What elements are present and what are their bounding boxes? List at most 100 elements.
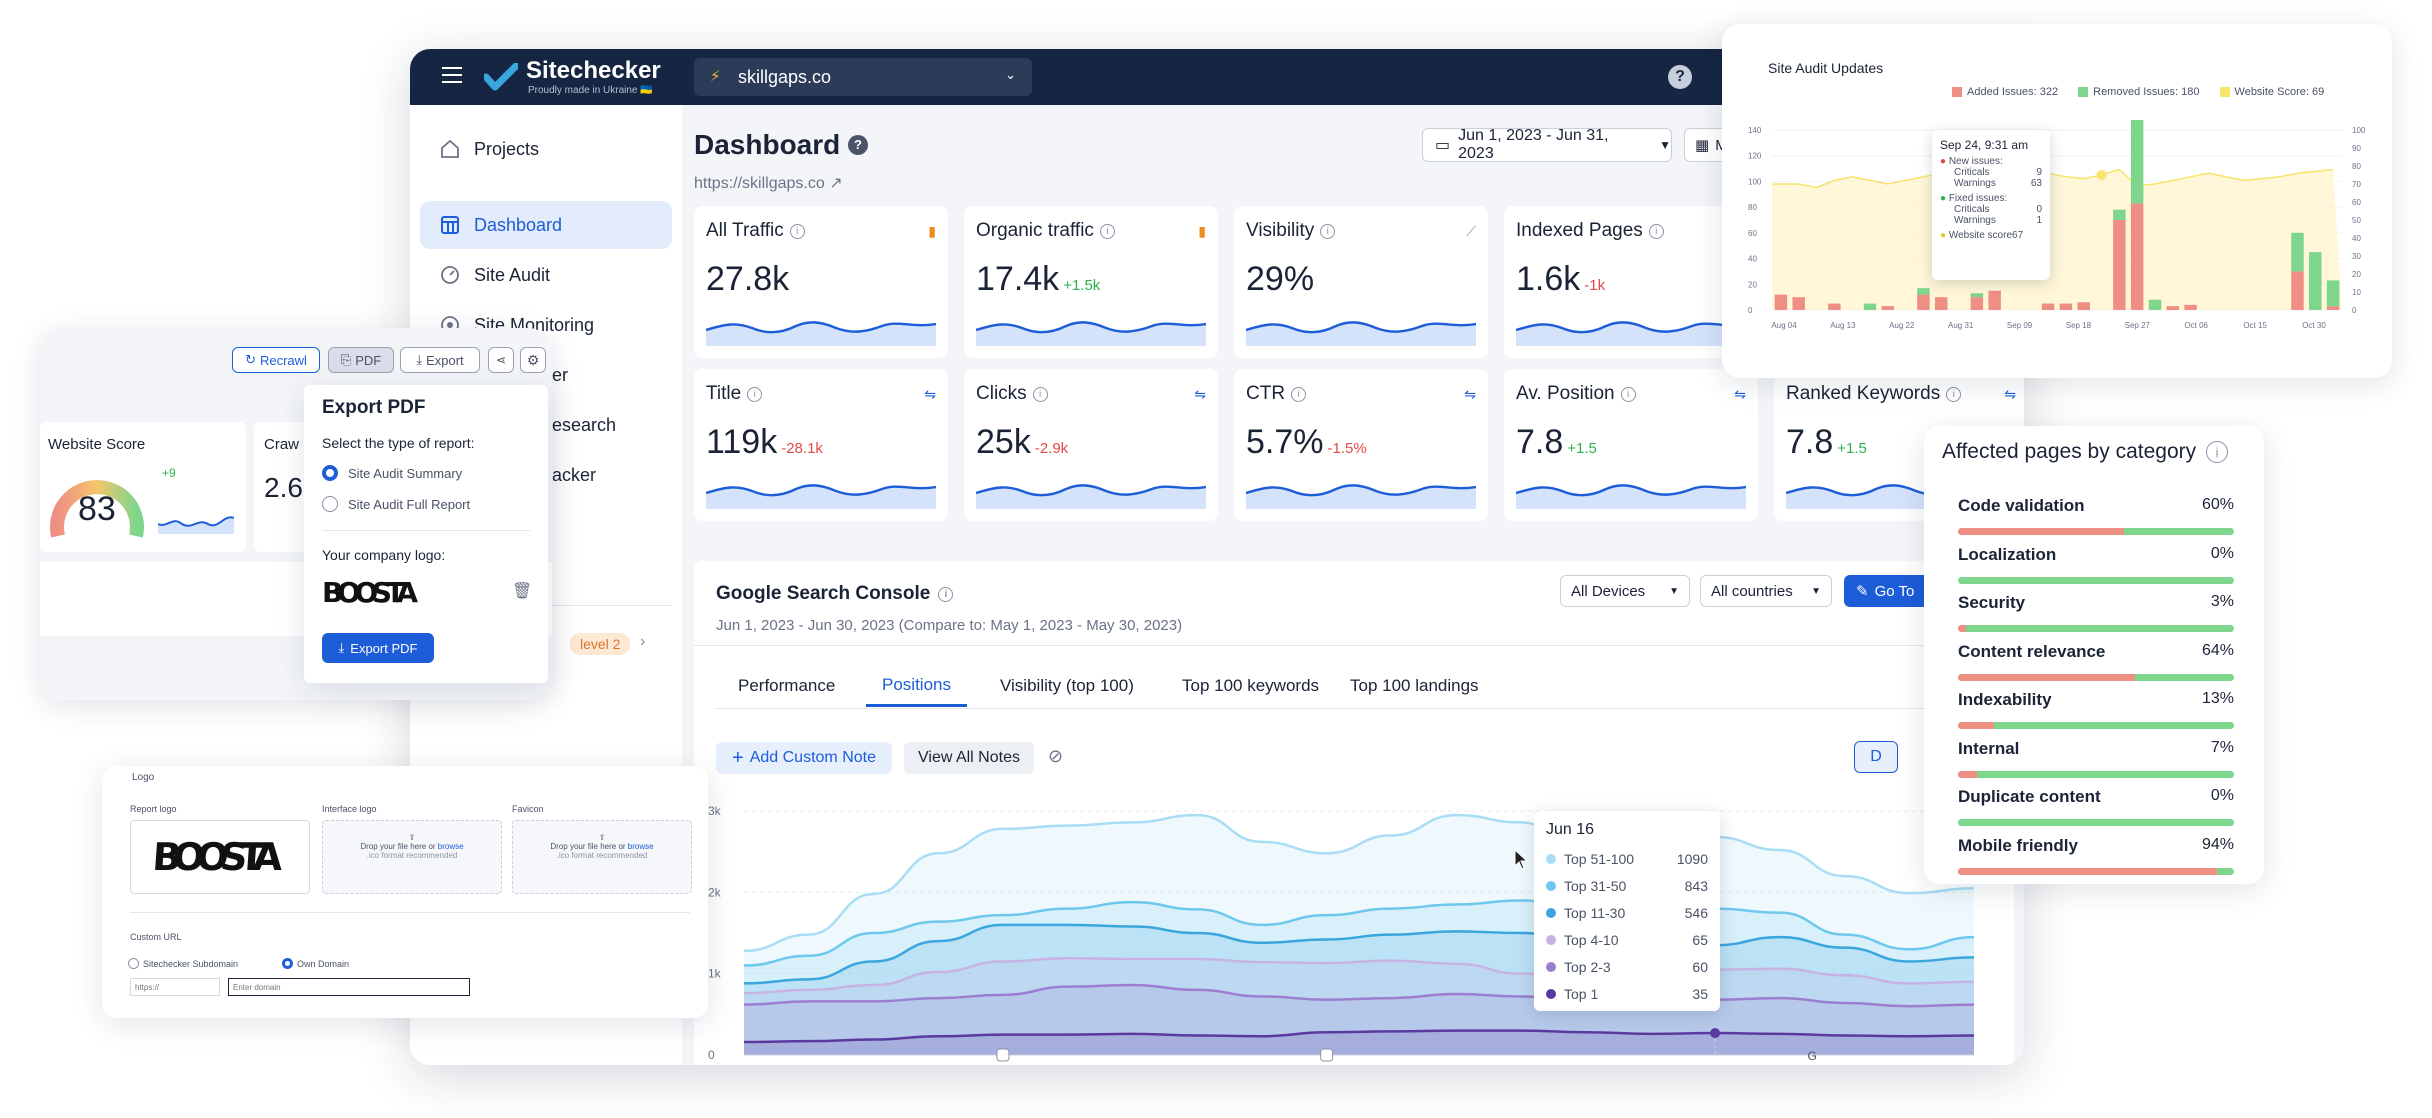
y-left-tick: 60: [1748, 229, 1757, 238]
help-icon[interactable]: ?: [1668, 65, 1692, 89]
category-row[interactable]: Duplicate content 0%: [1958, 787, 2234, 831]
dashboard-icon: [441, 216, 459, 234]
countries-select[interactable]: All countries ▼: [1700, 575, 1832, 607]
category-label: Mobile friendly: [1958, 835, 2078, 855]
subdomain-radio[interactable]: Sitechecker Subdomain: [128, 958, 238, 969]
recrawl-label: Recrawl: [259, 352, 307, 368]
sidebar-item-partial-2[interactable]: esearch: [420, 401, 672, 449]
browse-link[interactable]: browse: [437, 842, 464, 851]
legend-swatch: [2078, 87, 2089, 97]
date-range-text: Jun 1, 2023 - Jun 31, 2023: [1458, 127, 1609, 162]
tab-performance[interactable]: Performance: [738, 676, 836, 695]
metric-card[interactable]: Visibility i ⟋ 29%: [1234, 206, 1488, 358]
bar-removed: [2291, 232, 2304, 272]
legend-item: Removed Issues: 180: [2078, 86, 2200, 98]
tab-visibility[interactable]: Visibility (top 100): [1000, 676, 1134, 695]
note-marker-label[interactable]: G: [1807, 1049, 1816, 1063]
category-bar-fill: [1958, 673, 2135, 681]
ico-hint: .ico format recommended: [556, 851, 648, 860]
category-row[interactable]: Security 3%: [1958, 593, 2234, 637]
website-score-label: Website Score: [48, 436, 146, 453]
sidebar-item-site-audit[interactable]: Site Audit: [420, 251, 672, 299]
y-right-tick: 40: [2352, 234, 2361, 243]
logo-settings-card: Logo Report logo Interface logo Favicon …: [102, 766, 708, 1018]
y-left-tick: 100: [1748, 177, 1762, 186]
tab-top-keywords[interactable]: Top 100 keywords: [1182, 676, 1320, 695]
category-row[interactable]: Localization 0%: [1958, 545, 2234, 589]
category-row[interactable]: Mobile friendly 94%: [1958, 836, 2234, 880]
help-icon[interactable]: ?: [848, 135, 868, 155]
browse-link[interactable]: browse: [627, 842, 654, 851]
go-to-button[interactable]: ✎ Go To: [1844, 575, 1924, 607]
export-pdf-popup: Export PDF Select the type of report: Si…: [304, 385, 548, 683]
report-option-summary[interactable]: Site Audit Summary: [322, 465, 462, 481]
date-range-picker[interactable]: ▭ Jun 1, 2023 - Jun 31, 2023 ▼: [1422, 127, 1672, 162]
metric-title: Indexed Pages: [1516, 220, 1643, 241]
period-day-button[interactable]: D: [1854, 741, 1898, 773]
eye-off-icon[interactable]: ⊘: [1048, 746, 1064, 766]
note-marker[interactable]: [1320, 1048, 1334, 1062]
x-tick-label: Aug 31: [1948, 321, 1974, 330]
sparkline-line: [706, 321, 936, 334]
metric-card[interactable]: Av. Position i ⇋ 7.8 +1.5: [1504, 369, 1758, 521]
favicon-dropzone[interactable]: ⇪ Drop your file here or browse .ico for…: [512, 820, 692, 894]
sidebar-item-projects[interactable]: Projects: [420, 125, 672, 173]
export-pdf-button[interactable]: ⤓ Export PDF: [322, 633, 434, 663]
chevron-down-icon: ▼: [1811, 585, 1821, 597]
sidebar-item-partial-3[interactable]: acker: [420, 451, 672, 499]
audit-tooltip-date: Sep 24, 9:31 am: [1940, 138, 2029, 152]
bar-added: [1934, 297, 1948, 310]
settings-gear-icon[interactable]: ⚙: [520, 347, 546, 373]
report-logo-preview[interactable]: BOOSTA: [130, 820, 310, 894]
sparkline-line: [976, 484, 1206, 497]
category-row[interactable]: Internal 7%: [1958, 739, 2234, 783]
series-line: [743, 899, 1975, 967]
metric-sparkline: [1516, 321, 1746, 346]
upload-icon: ⇪: [408, 833, 416, 842]
series-line: [743, 923, 1975, 985]
sidebar-item-dashboard[interactable]: Dashboard: [420, 201, 672, 249]
add-custom-note-button[interactable]: + Add Custom Note: [716, 742, 892, 774]
export-button[interactable]: ⤓ Export: [400, 347, 480, 373]
chevron-right-icon[interactable]: ›: [640, 633, 646, 650]
metric-sparkline: [1516, 484, 1746, 509]
view-all-notes-button[interactable]: View All Notes: [904, 742, 1034, 774]
metric-title: All Traffic: [706, 220, 784, 241]
tab-top-landings[interactable]: Top 100 landings: [1350, 676, 1479, 695]
protocol-input[interactable]: [130, 978, 220, 996]
category-label: Localization: [1958, 544, 2057, 564]
y-right-tick: 70: [2352, 180, 2361, 189]
project-selector[interactable]: ⚡ skillgaps.co ⌄: [694, 58, 1032, 96]
metric-card[interactable]: Clicks i ⇋ 25k -2.9k: [964, 369, 1218, 521]
interface-logo-dropzone[interactable]: ⇪ Drop your file here or browse .ico for…: [322, 820, 502, 894]
metric-card[interactable]: All Traffic i ▮ 27.8k: [694, 206, 948, 358]
tab-positions[interactable]: Positions: [866, 665, 967, 707]
note-marker[interactable]: [996, 1048, 1010, 1062]
sidebar-item-partial-1[interactable]: er: [420, 351, 672, 399]
report-option-full[interactable]: Site Audit Full Report: [322, 496, 470, 512]
category-row[interactable]: Code validation 60%: [1958, 496, 2234, 540]
bar-added: [1988, 290, 2001, 310]
metric-card[interactable]: Indexed Pages i 1.6k -1k: [1504, 206, 1758, 358]
pdf-button[interactable]: ⎘ PDF: [328, 347, 394, 373]
category-row[interactable]: Indexability 13%: [1958, 690, 2234, 734]
domain-input[interactable]: [228, 978, 470, 996]
site-url-link[interactable]: https://skillgaps.co ↗: [694, 175, 843, 192]
tooltip-row: Top 31-50 843: [1546, 872, 1708, 899]
export-label: Export: [426, 352, 464, 368]
category-row[interactable]: Content relevance 64%: [1958, 642, 2234, 686]
category-label: Duplicate content: [1958, 787, 2101, 806]
devices-select[interactable]: All Devices ▼: [1560, 575, 1690, 607]
y-left-tick: 40: [1748, 255, 1757, 264]
metric-card[interactable]: Organic traffic i ▮ 17.4k +1.5k: [964, 206, 1218, 358]
metric-card[interactable]: Title i ⇋ 119k -28.1k: [694, 369, 948, 521]
recrawl-button[interactable]: ↻ Recrawl: [232, 347, 320, 373]
metric-card[interactable]: CTR i ⇋ 5.7% -1.5%: [1234, 369, 1488, 521]
trash-icon[interactable]: 🗑: [512, 583, 533, 600]
series-line: [743, 813, 1975, 953]
own-domain-radio[interactable]: Own Domain: [282, 958, 349, 969]
category-label: Security: [1958, 593, 2026, 612]
sparkline-line: [1246, 484, 1476, 497]
hamburger-menu-icon[interactable]: [442, 67, 462, 83]
share-icon[interactable]: ⋖: [488, 347, 514, 373]
